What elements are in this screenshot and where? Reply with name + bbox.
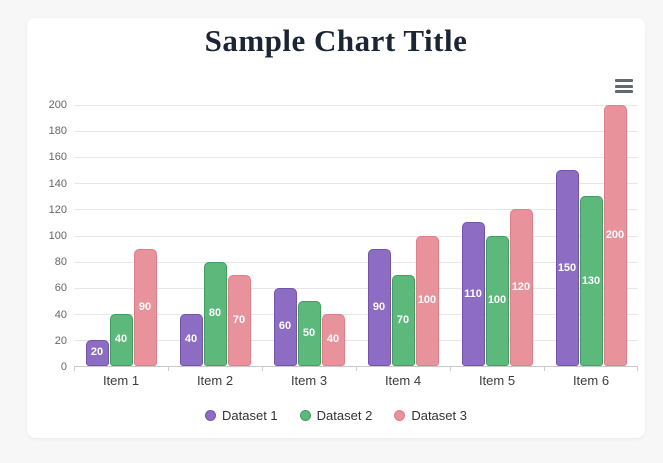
y-axis-tick-label: 40 (54, 308, 67, 321)
bar-value-label: 100 (487, 294, 507, 307)
bar-dataset-3[interactable]: 200 (603, 105, 627, 366)
bar-dataset-3[interactable]: 120 (509, 209, 533, 366)
bar-dataset-1[interactable]: 90 (367, 248, 391, 366)
legend-item-dataset-1[interactable]: Dataset 1 (205, 408, 278, 423)
legend-marker-icon (299, 410, 311, 421)
bar-value-label: 130 (581, 274, 601, 287)
bar-value-label: 80 (208, 307, 222, 320)
hamburger-line (615, 90, 633, 93)
x-axis-label: Item 6 (572, 373, 610, 388)
y-axis-tick-label: 0 (60, 361, 67, 373)
y-axis-tick-label: 180 (48, 125, 67, 138)
y-axis-tick-label: 80 (54, 256, 67, 269)
legend-label: Dataset 1 (222, 408, 278, 423)
y-axis-tick-label: 120 (48, 203, 67, 216)
x-axis-label: Item 5 (478, 373, 516, 388)
bar-dataset-3[interactable]: 90 (133, 248, 157, 366)
x-axis-tick (356, 367, 357, 371)
gridline (74, 235, 638, 237)
x-axis-labels: Item 1 Item 2 Item 3 Item 4 Item 5 Item 6 (74, 373, 638, 388)
bar-dataset-2[interactable]: 80 (203, 261, 227, 366)
bar-dataset-2[interactable]: 50 (297, 300, 321, 366)
bar-value-label: 120 (511, 281, 531, 294)
bar-value-label: 60 (278, 320, 292, 333)
gridline (74, 339, 638, 341)
x-axis-label: Item 4 (384, 373, 422, 388)
bar-dataset-3[interactable]: 70 (227, 274, 251, 366)
y-axis-tick-label: 140 (48, 177, 67, 190)
x-axis-tick (74, 367, 75, 371)
chart-title: Sample Chart Title (204, 23, 468, 58)
x-axis-label: Item 2 (196, 373, 234, 388)
legend-marker-icon (205, 410, 217, 421)
bar-dataset-1[interactable]: 150 (555, 170, 579, 366)
chart-card: Sample Chart Title 200 180 160 140 120 100 80 6… (27, 18, 645, 438)
gridline (74, 261, 638, 263)
bar-dataset-2[interactable]: 130 (579, 196, 603, 366)
plot-area: 20 40 90 40 80 70 60 50 40 90 70 100 110 100 120 150 130… (74, 105, 638, 371)
bar-group: 60 50 40 (262, 105, 356, 366)
bar-value-label: 20 (90, 346, 104, 359)
bar-group: 110 100 120 (450, 105, 544, 366)
gridline (74, 287, 638, 289)
x-axis-tick (544, 367, 545, 371)
bar-value-label: 90 (372, 300, 386, 313)
legend-marker-icon (394, 410, 406, 421)
bar-value-label: 70 (396, 313, 410, 326)
bar-dataset-2[interactable]: 70 (391, 274, 415, 366)
y-axis-tick-label: 60 (54, 282, 67, 295)
bar-group: 90 70 100 (356, 105, 450, 366)
legend-label: Dataset 2 (316, 408, 373, 423)
legend-item-dataset-2[interactable]: Dataset 2 (299, 408, 373, 423)
bar-dataset-2[interactable]: 40 (109, 313, 133, 366)
bar-dataset-1[interactable]: 60 (273, 287, 297, 366)
bar-dataset-1[interactable]: 20 (85, 339, 109, 366)
y-axis-tick-label: 100 (48, 230, 67, 242)
bar-value-label: 100 (417, 294, 437, 307)
hamburger-menu-icon[interactable] (614, 78, 634, 94)
chart-legend: Dataset 1 Dataset 2 Dataset 3 (27, 408, 645, 423)
x-axis-tick (637, 367, 638, 371)
x-axis-tick (167, 367, 169, 371)
y-axis-tick-label: 160 (48, 151, 67, 164)
bar-value-label: 110 (464, 287, 482, 300)
bar-groups: 20 40 90 40 80 70 60 50 40 90 70 100 110 100 120 150 130… (74, 105, 638, 366)
x-axis-label: Item 1 (102, 373, 140, 388)
bar-group: 20 40 90 (74, 105, 168, 366)
bar-value-label: 50 (302, 326, 316, 339)
bar-value-label: 90 (138, 300, 152, 313)
y-axis-tick-label: 20 (54, 334, 67, 347)
x-axis-tick (449, 367, 451, 371)
gridline (74, 157, 638, 159)
y-axis-tick-label: 200 (48, 99, 67, 111)
bar-value-label: 70 (232, 313, 246, 326)
bar-dataset-1[interactable]: 110 (461, 222, 485, 366)
bar-value-label: 200 (605, 229, 625, 241)
x-axis-tick (261, 367, 263, 371)
bar-value-label: 40 (326, 333, 340, 346)
gridline (74, 131, 638, 133)
bar-dataset-3[interactable]: 100 (415, 235, 439, 366)
bar-value-label: 150 (557, 261, 577, 274)
bar-dataset-2[interactable]: 100 (485, 235, 509, 366)
bar-value-label: 40 (184, 333, 198, 346)
bar-dataset-3[interactable]: 40 (321, 313, 345, 366)
legend-item-dataset-3[interactable]: Dataset 3 (394, 408, 467, 423)
bar-group: 40 80 70 (168, 105, 262, 366)
legend-label: Dataset 3 (411, 408, 467, 423)
gridline (74, 105, 638, 106)
gridline (74, 313, 638, 315)
bar-value-label: 40 (114, 333, 128, 346)
gridline (74, 183, 638, 185)
bar-dataset-1[interactable]: 40 (179, 313, 203, 366)
hamburger-line (615, 84, 633, 88)
y-axis: 200 180 160 140 120 100 80 60 40 20 0 (27, 99, 67, 373)
bar-group: 150 130 200 (544, 105, 638, 366)
gridline (74, 209, 638, 211)
hamburger-line (615, 79, 633, 82)
x-axis-label: Item 3 (290, 373, 328, 388)
